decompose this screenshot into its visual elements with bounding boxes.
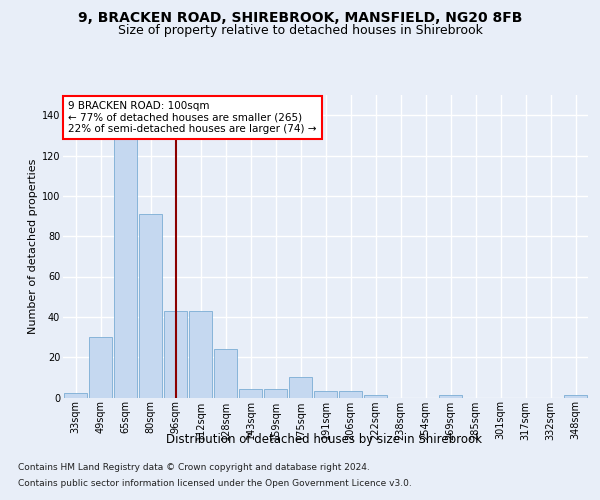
Bar [364, 396, 387, 398]
Bar [64, 394, 87, 398]
Bar [189, 311, 212, 398]
Bar [314, 392, 337, 398]
Text: 9, BRACKEN ROAD, SHIREBROOK, MANSFIELD, NG20 8FB: 9, BRACKEN ROAD, SHIREBROOK, MANSFIELD, … [78, 11, 522, 25]
Bar [339, 392, 362, 398]
Text: Contains HM Land Registry data © Crown copyright and database right 2024.: Contains HM Land Registry data © Crown c… [18, 464, 370, 472]
Bar [439, 396, 462, 398]
Text: Contains public sector information licensed under the Open Government Licence v3: Contains public sector information licen… [18, 478, 412, 488]
Y-axis label: Number of detached properties: Number of detached properties [28, 158, 38, 334]
Bar [114, 136, 137, 398]
Bar [289, 378, 312, 398]
Bar [239, 390, 262, 398]
Bar [164, 311, 187, 398]
Text: Size of property relative to detached houses in Shirebrook: Size of property relative to detached ho… [118, 24, 482, 37]
Bar [214, 349, 237, 398]
Bar [264, 390, 287, 398]
Text: 9 BRACKEN ROAD: 100sqm
← 77% of detached houses are smaller (265)
22% of semi-de: 9 BRACKEN ROAD: 100sqm ← 77% of detached… [68, 101, 317, 134]
Bar [89, 337, 112, 398]
Bar [139, 214, 162, 398]
Text: Distribution of detached houses by size in Shirebrook: Distribution of detached houses by size … [166, 432, 482, 446]
Bar [564, 396, 587, 398]
